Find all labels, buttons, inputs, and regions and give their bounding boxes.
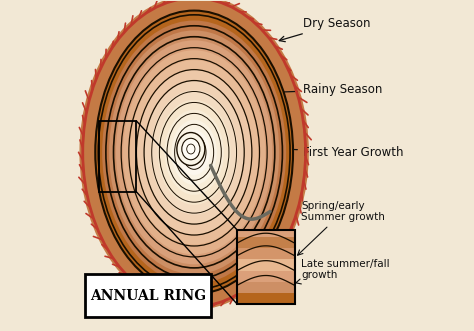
Bar [99, 121, 137, 192]
Ellipse shape [182, 138, 200, 160]
Text: Late summer/fall
growth: Late summer/fall growth [296, 259, 390, 284]
Ellipse shape [164, 110, 224, 195]
Ellipse shape [187, 144, 195, 154]
Ellipse shape [95, 11, 293, 294]
Ellipse shape [157, 100, 231, 205]
Ellipse shape [151, 90, 237, 215]
Bar [85, 274, 210, 317]
Bar [237, 293, 295, 304]
Text: First Year Growth: First Year Growth [218, 143, 403, 159]
Ellipse shape [80, 0, 309, 310]
Bar [237, 230, 295, 304]
Ellipse shape [116, 40, 272, 264]
Bar [237, 282, 295, 293]
Ellipse shape [185, 140, 203, 165]
Bar [237, 237, 295, 248]
Ellipse shape [102, 21, 286, 284]
Bar [237, 260, 295, 270]
Text: ANNUAL RING: ANNUAL RING [90, 289, 206, 303]
Ellipse shape [109, 30, 279, 274]
Bar [237, 230, 295, 237]
Ellipse shape [144, 80, 245, 225]
Text: Rainy Season: Rainy Season [265, 83, 383, 96]
Text: Spring/early
Summer growth: Spring/early Summer growth [298, 201, 385, 255]
Bar [237, 248, 295, 260]
Ellipse shape [177, 132, 205, 166]
Ellipse shape [137, 70, 252, 235]
Text: Dry Season: Dry Season [279, 17, 370, 42]
Ellipse shape [172, 120, 217, 185]
Ellipse shape [178, 130, 210, 175]
Bar [237, 230, 295, 304]
Bar [237, 270, 295, 282]
Ellipse shape [123, 50, 265, 254]
Ellipse shape [130, 60, 258, 244]
